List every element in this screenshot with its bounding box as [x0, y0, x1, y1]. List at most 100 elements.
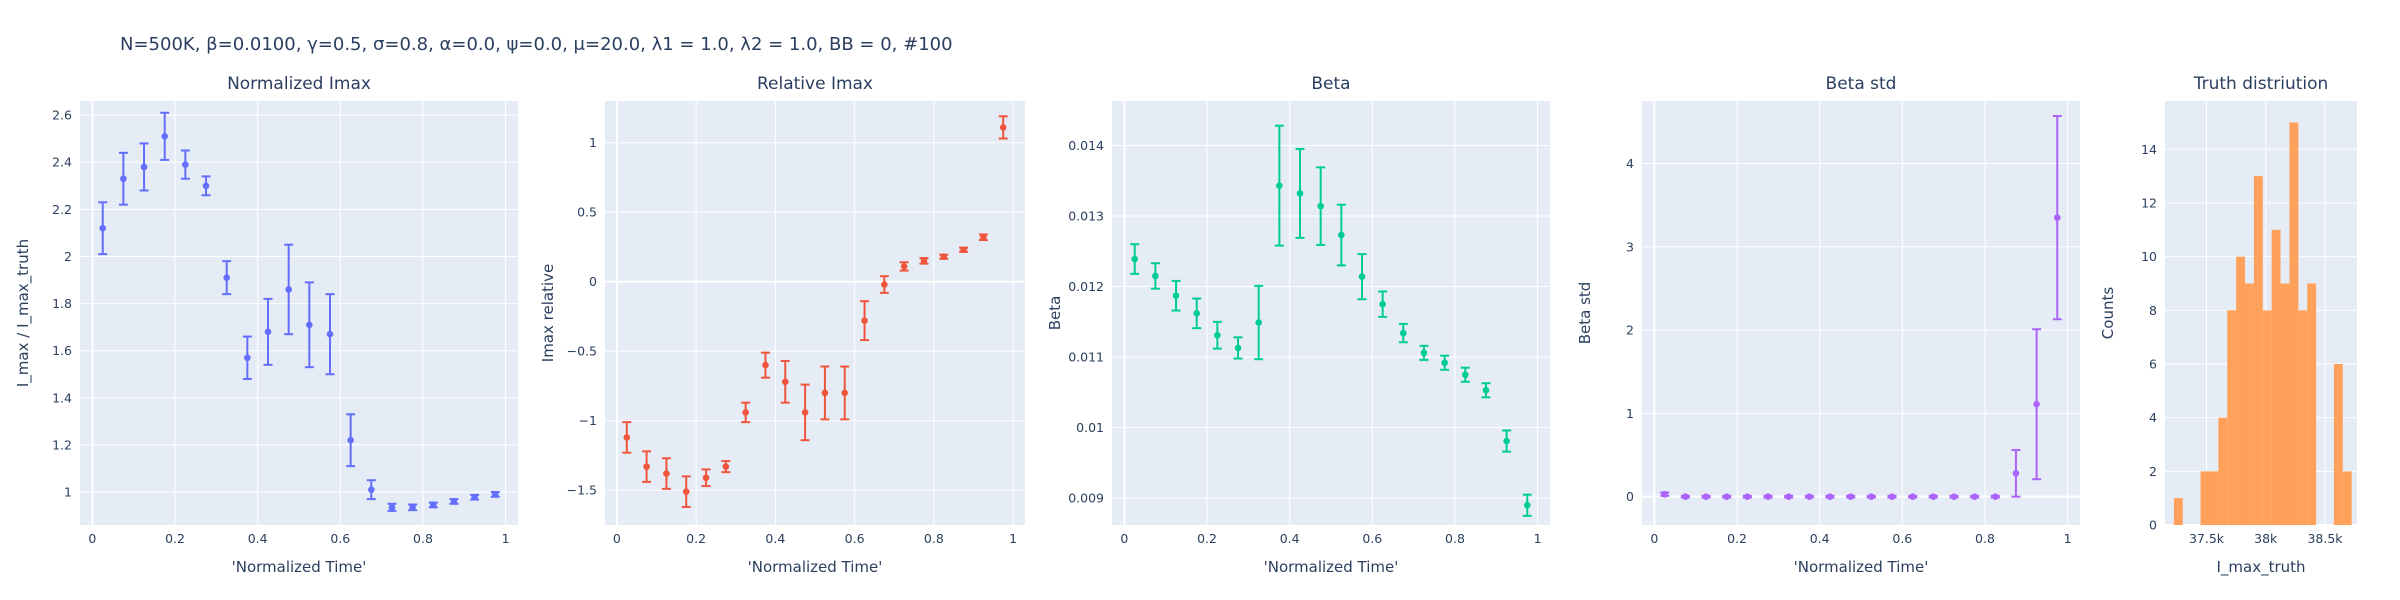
data-point	[881, 281, 888, 288]
data-point	[1461, 371, 1469, 379]
data-point	[920, 257, 928, 265]
x-tick-label: 0	[88, 531, 96, 546]
data-point	[161, 133, 169, 140]
y-tick-label: 8	[2149, 303, 2157, 318]
x-tick-label: 0.2	[686, 531, 706, 546]
data-point	[1193, 310, 1201, 317]
data-point	[1682, 493, 1689, 500]
histogram-bar	[2262, 310, 2272, 525]
data-point	[1888, 493, 1896, 500]
y-tick-label: 2.6	[52, 108, 72, 123]
y-tick-label: 2	[1626, 323, 1634, 338]
data-point	[1420, 349, 1428, 357]
data-point	[409, 504, 416, 511]
x-tick-label: 0.6	[1892, 531, 1912, 546]
data-point	[2033, 400, 2040, 408]
x-axis-label: 'Normalized Time'	[1794, 558, 1929, 576]
data-point	[326, 330, 334, 338]
x-tick-label: 37.5k	[2189, 531, 2225, 546]
histogram-bar	[2253, 176, 2263, 526]
x-tick-label: 0.2	[1727, 531, 1747, 546]
y-tick-label: 2.4	[52, 155, 72, 170]
x-tick-label: 38k	[2254, 531, 2278, 546]
x-tick-label: 0.8	[413, 531, 433, 546]
x-axis-label: I_max_truth	[2216, 558, 2305, 577]
x-tick-label: 0.6	[330, 531, 350, 546]
x-tick-label: 0.4	[248, 531, 268, 546]
y-tick-label: 0	[1626, 489, 1634, 504]
data-point	[450, 498, 458, 505]
data-point	[264, 328, 272, 336]
data-point	[182, 161, 189, 168]
y-tick-label: 1.8	[52, 296, 72, 311]
data-point	[2053, 214, 2061, 221]
histogram-bar	[2271, 229, 2281, 525]
data-point	[1723, 493, 1731, 500]
y-tick-label: 12	[2141, 195, 2157, 210]
data-point	[1826, 493, 1834, 500]
y-tick-label: 2	[64, 249, 72, 264]
histogram-bar	[2307, 283, 2317, 525]
histogram-bar	[2280, 283, 2290, 525]
x-tick-label: 0.4	[765, 531, 785, 546]
subplot-panels: 0 0.2 0.4 0.6 0.8 1 1 1.2 1.4 1.6 1.8 2 2.2 2.4 2.6 Nor…	[14, 74, 2357, 577]
data-point	[762, 361, 769, 369]
y-axis-label: Beta std	[1576, 282, 1594, 345]
data-point	[223, 274, 230, 281]
data-point	[1909, 493, 1916, 500]
x-tick-label: 0	[613, 531, 621, 546]
data-point	[1503, 437, 1510, 445]
data-point	[1255, 319, 1262, 326]
y-tick-label: 1	[589, 135, 597, 150]
subplot-1: 0 0.2 0.4 0.6 0.8 1 1 1.2 1.4 1.6 1.8 2 2.2 2.4 2.6 Nor…	[14, 74, 518, 576]
x-tick-label: 1	[502, 531, 510, 546]
plot-background	[605, 101, 1025, 525]
data-point	[1358, 273, 1366, 280]
y-tick-label: 0.009	[1068, 491, 1104, 506]
y-axis-label: Counts	[2099, 287, 2117, 340]
subplot-title: Normalized Imax	[227, 74, 371, 94]
x-tick-label: 0.8	[1975, 531, 1995, 546]
histogram-bar	[2333, 363, 2343, 525]
y-tick-label: −0.5	[567, 344, 597, 359]
y-tick-label: 1	[1626, 406, 1634, 421]
histogram-bar	[2245, 283, 2254, 525]
data-point	[1400, 329, 1407, 337]
y-tick-label: 4	[2149, 410, 2157, 425]
y-tick-label: 0	[2149, 518, 2157, 533]
data-point	[285, 286, 292, 293]
plot-background	[1112, 101, 1550, 525]
data-point	[1379, 300, 1386, 308]
data-point	[999, 124, 1007, 131]
data-point	[1131, 255, 1139, 263]
histogram-bar	[2342, 471, 2352, 525]
plot-background	[1642, 101, 2080, 525]
data-point	[1930, 493, 1937, 500]
data-point	[429, 501, 437, 509]
y-tick-label: 2	[2149, 464, 2157, 479]
x-tick-label: 1	[1009, 531, 1017, 546]
data-point	[368, 486, 375, 493]
y-axis-label: I_max / I_max_truth	[14, 239, 33, 387]
data-point	[643, 463, 650, 470]
y-tick-label: 1.6	[52, 343, 72, 358]
data-point	[742, 409, 749, 416]
x-tick-label: 0.2	[165, 531, 185, 546]
data-point	[1338, 231, 1345, 239]
data-point	[491, 491, 499, 498]
data-point	[1276, 182, 1283, 189]
subplot-3: 0 0.2 0.4 0.6 0.8 1 0.009 0.01 0.011 0.012 0.013 0.…	[1046, 74, 1550, 576]
x-tick-label: 0.8	[1445, 531, 1465, 546]
y-tick-label: 3	[1626, 239, 1634, 254]
histogram-bar	[2209, 471, 2219, 525]
y-tick-label: 0	[589, 274, 597, 289]
data-point	[1661, 490, 1669, 498]
y-tick-label: 2.2	[52, 202, 72, 217]
data-point	[1806, 493, 1813, 500]
data-point	[1950, 493, 1958, 500]
data-point	[140, 163, 148, 171]
plot-background	[80, 101, 518, 525]
y-tick-label: −1	[579, 413, 597, 428]
y-tick-label: 0.013	[1068, 208, 1104, 223]
